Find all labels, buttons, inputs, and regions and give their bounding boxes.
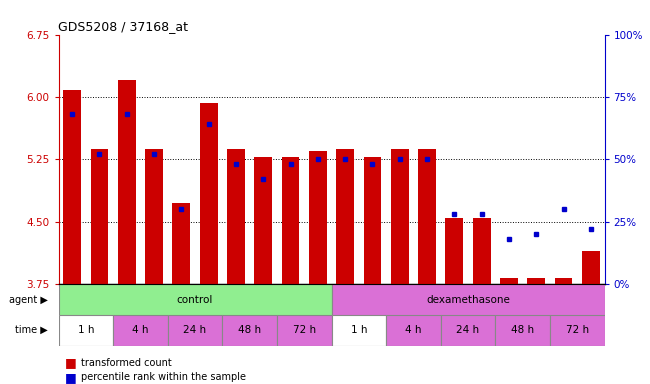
Bar — [222, 315, 277, 346]
Bar — [527, 278, 545, 284]
Text: percentile rank within the sample: percentile rank within the sample — [81, 372, 246, 382]
Text: agent ▶: agent ▶ — [8, 295, 47, 305]
Text: 72 h: 72 h — [292, 325, 316, 335]
Bar — [227, 149, 245, 284]
Bar — [281, 157, 300, 284]
Text: transformed count: transformed count — [81, 358, 172, 368]
Text: 24 h: 24 h — [456, 325, 480, 335]
Bar — [550, 315, 604, 346]
Bar — [473, 218, 491, 284]
Bar — [495, 315, 550, 346]
Bar — [63, 90, 81, 284]
Bar — [58, 284, 332, 315]
Text: 4 h: 4 h — [405, 325, 422, 335]
Bar — [90, 149, 109, 284]
Bar — [200, 103, 218, 284]
Bar — [172, 204, 190, 284]
Bar — [332, 284, 604, 315]
Bar — [500, 278, 518, 284]
Bar — [582, 251, 600, 284]
Text: ■: ■ — [65, 371, 77, 384]
Bar — [445, 218, 463, 284]
Text: control: control — [177, 295, 213, 305]
Text: 48 h: 48 h — [238, 325, 261, 335]
Bar — [277, 315, 332, 346]
Text: 1 h: 1 h — [77, 325, 94, 335]
Bar — [386, 315, 441, 346]
Text: 24 h: 24 h — [183, 325, 207, 335]
Text: 1 h: 1 h — [350, 325, 367, 335]
Bar — [554, 278, 573, 284]
Bar — [113, 315, 168, 346]
Bar — [254, 157, 272, 284]
Bar — [58, 315, 113, 346]
Bar — [145, 149, 163, 284]
Bar — [168, 315, 222, 346]
Text: GDS5208 / 37168_at: GDS5208 / 37168_at — [58, 20, 188, 33]
Text: 48 h: 48 h — [511, 325, 534, 335]
Text: ■: ■ — [65, 356, 77, 369]
Bar — [336, 149, 354, 284]
Bar — [309, 151, 327, 284]
Text: dexamethasone: dexamethasone — [426, 295, 510, 305]
Text: 4 h: 4 h — [132, 325, 149, 335]
Bar — [118, 80, 136, 284]
Text: time ▶: time ▶ — [15, 325, 47, 335]
Bar — [441, 315, 495, 346]
Bar — [391, 149, 409, 284]
Bar — [418, 149, 436, 284]
Bar — [363, 157, 382, 284]
Text: 72 h: 72 h — [566, 325, 589, 335]
Bar — [332, 315, 386, 346]
